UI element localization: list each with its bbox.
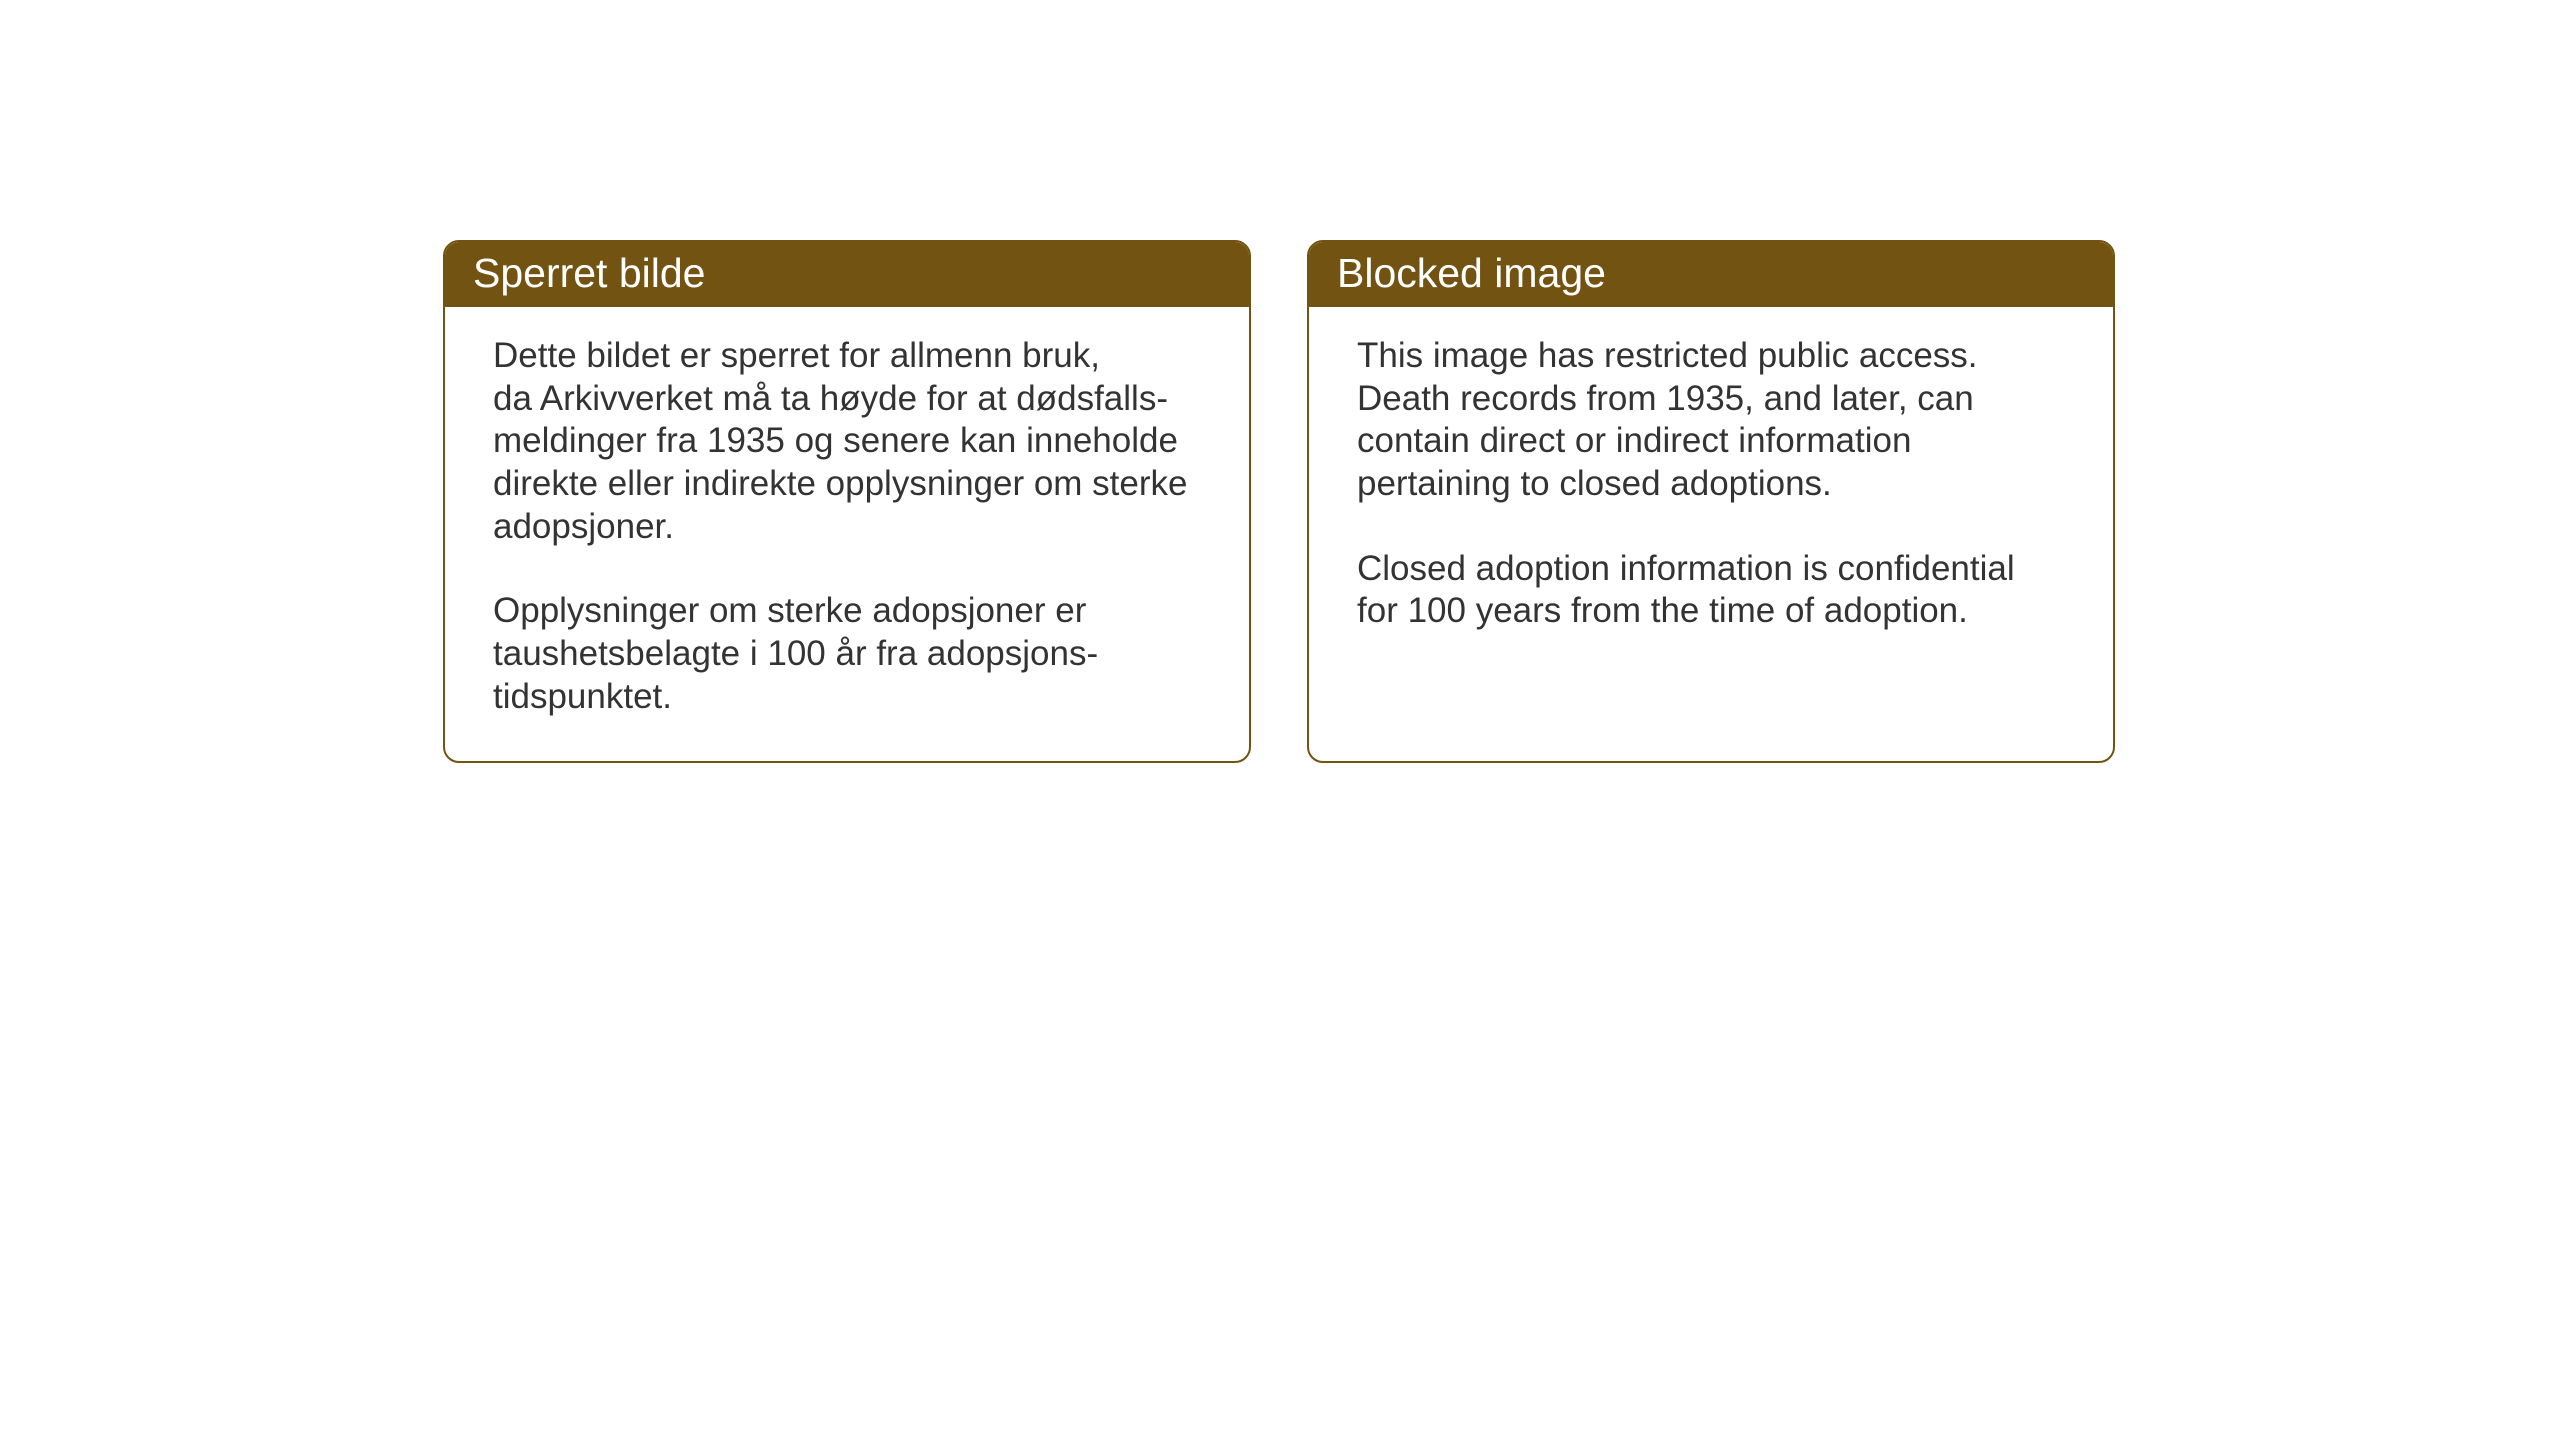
card-body-english: This image has restricted public access.… bbox=[1309, 307, 2113, 675]
card-header-english: Blocked image bbox=[1309, 242, 2113, 307]
card-header-norwegian: Sperret bilde bbox=[445, 242, 1249, 307]
notice-card-english: Blocked image This image has restricted … bbox=[1307, 240, 2115, 763]
paragraph-2-english: Closed adoption information is confident… bbox=[1357, 548, 2065, 633]
notice-card-norwegian: Sperret bilde Dette bildet er sperret fo… bbox=[443, 240, 1251, 763]
paragraph-1-english: This image has restricted public access.… bbox=[1357, 335, 2065, 506]
paragraph-2-norwegian: Opplysninger om sterke adopsjoner er tau… bbox=[493, 590, 1201, 718]
card-title-english: Blocked image bbox=[1337, 250, 1606, 296]
card-body-norwegian: Dette bildet er sperret for allmenn bruk… bbox=[445, 307, 1249, 761]
card-title-norwegian: Sperret bilde bbox=[473, 250, 705, 296]
notice-container: Sperret bilde Dette bildet er sperret fo… bbox=[443, 240, 2115, 763]
paragraph-1-norwegian: Dette bildet er sperret for allmenn bruk… bbox=[493, 335, 1201, 548]
